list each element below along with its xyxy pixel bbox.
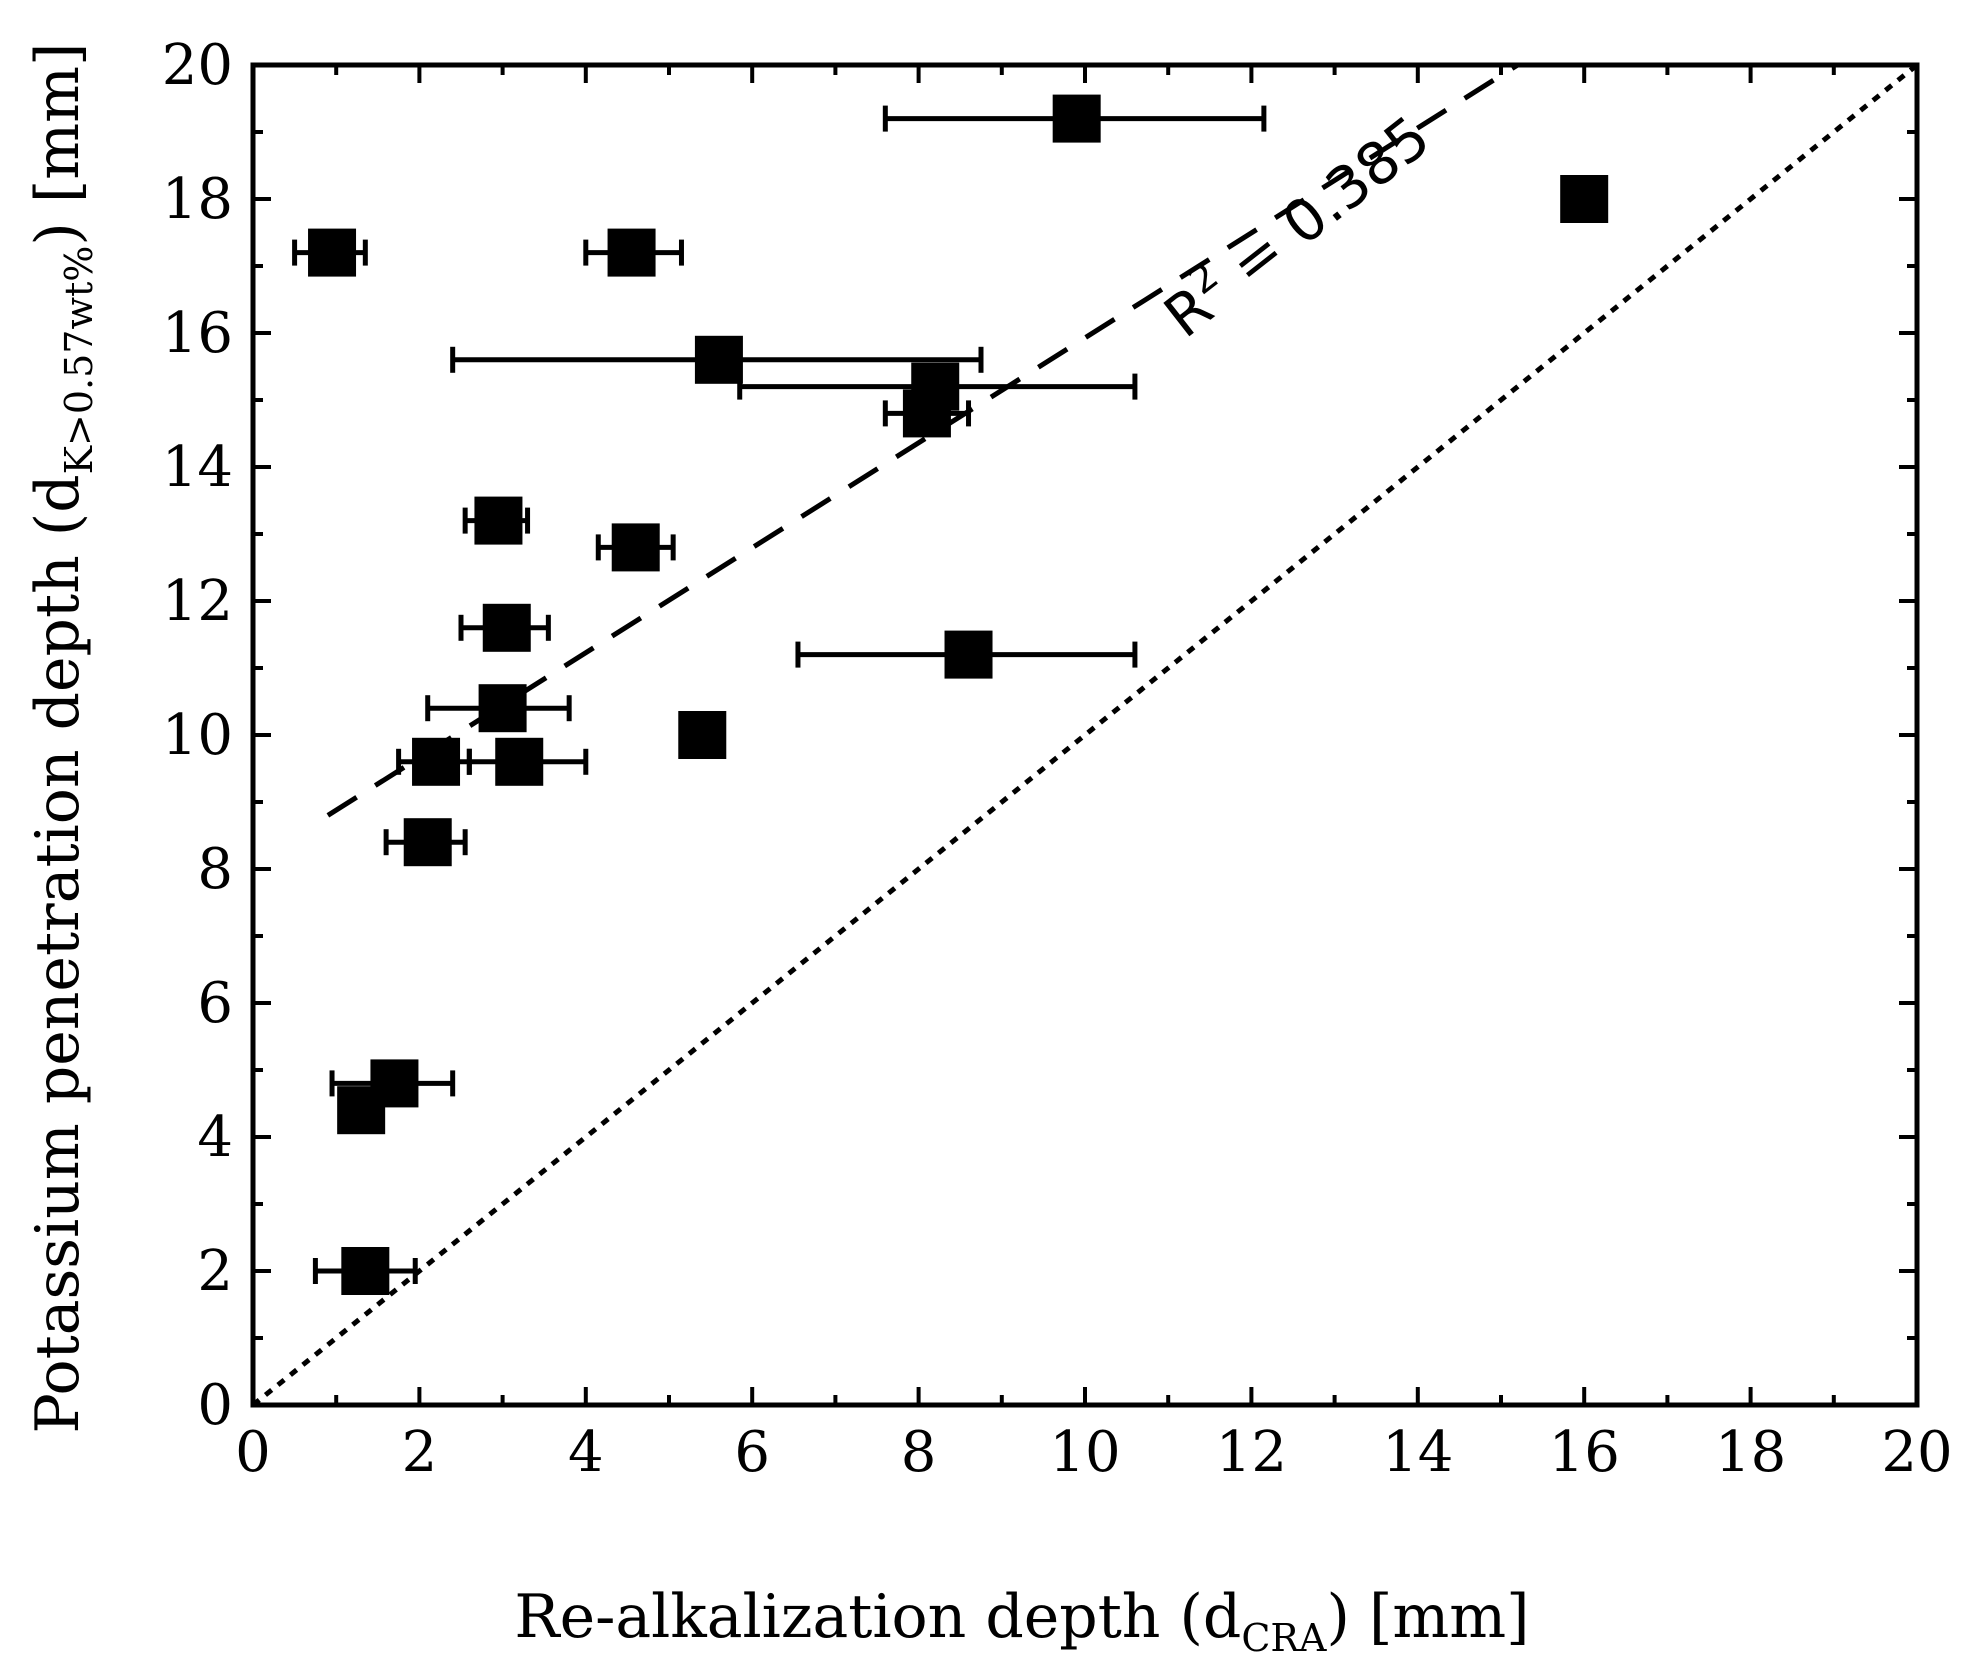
- y-tick-label-8: 8: [197, 837, 233, 902]
- data-point-8: [611, 523, 660, 572]
- x-tick-label-2: 2: [402, 1420, 438, 1485]
- x-axis-title-sub: CRA: [1241, 1616, 1327, 1660]
- data-point-2: [308, 228, 357, 277]
- x-tick-label-12: 12: [1216, 1420, 1287, 1485]
- data-point-11: [478, 684, 527, 733]
- y-tick-label-18: 18: [162, 167, 233, 232]
- y-tick-label-20: 20: [162, 33, 233, 98]
- x-axis-title-tail: ) [mm]: [1326, 1582, 1529, 1652]
- y-tick-label-6: 6: [197, 971, 233, 1036]
- axes: [250, 62, 1920, 1408]
- x-tick-label-18: 18: [1715, 1420, 1786, 1485]
- data-point-1: [1560, 175, 1609, 223]
- y-axis-title: Potassium penetration depth (dK>0.57wt%)…: [23, 43, 101, 1434]
- x-tick-label-20: 20: [1881, 1420, 1952, 1485]
- data-point-6: [902, 389, 951, 438]
- y-tick-label-14: 14: [162, 435, 233, 500]
- data-point-15: [403, 818, 452, 867]
- y-axis-title-tail: ) [mm]: [23, 43, 93, 246]
- data-point-12: [678, 711, 727, 759]
- data-point-13: [412, 737, 461, 786]
- y-axis-title-sub: K>0.57wt%: [57, 246, 101, 475]
- x-tick-label-6: 6: [734, 1420, 770, 1485]
- x-tick-label-10: 10: [1049, 1420, 1120, 1485]
- x-tick-label-0: 0: [235, 1420, 271, 1485]
- x-tick-label-4: 4: [568, 1420, 604, 1485]
- x-tick-label-8: 8: [901, 1420, 937, 1485]
- data-point-18: [341, 1247, 390, 1295]
- y-tick-label-10: 10: [162, 703, 233, 768]
- data-point-10: [944, 630, 993, 679]
- y-tick-label-0: 0: [197, 1373, 233, 1438]
- x-axis-title-main: Re-alkalization depth (d: [514, 1582, 1241, 1652]
- y-tick-label-12: 12: [162, 569, 233, 634]
- data-points: [308, 94, 1609, 1295]
- y-tick-label-16: 16: [162, 301, 233, 366]
- tick-labels: 0 2 4 6 8 10 12 14 16 18 20 0 2 4 6 8 10 12 14 16 18 20: [162, 33, 1953, 1485]
- x-tick-label-14: 14: [1382, 1420, 1453, 1485]
- data-point-0: [1052, 94, 1101, 143]
- y-tick-label-2: 2: [197, 1239, 233, 1304]
- data-point-4: [694, 335, 743, 384]
- y-tick-label-4: 4: [197, 1105, 233, 1170]
- data-point-17: [337, 1086, 386, 1135]
- x-axis-title: Re-alkalization depth (dCRA) [mm]: [514, 1582, 1529, 1660]
- x-tick-label-16: 16: [1549, 1420, 1620, 1485]
- data-point-7: [474, 496, 523, 545]
- data-point-9: [482, 603, 531, 652]
- identity-line: [253, 65, 1917, 1405]
- data-point-3: [607, 228, 656, 277]
- data-point-14: [495, 737, 544, 786]
- y-axis-title-main: Potassium penetration depth (d: [23, 474, 93, 1433]
